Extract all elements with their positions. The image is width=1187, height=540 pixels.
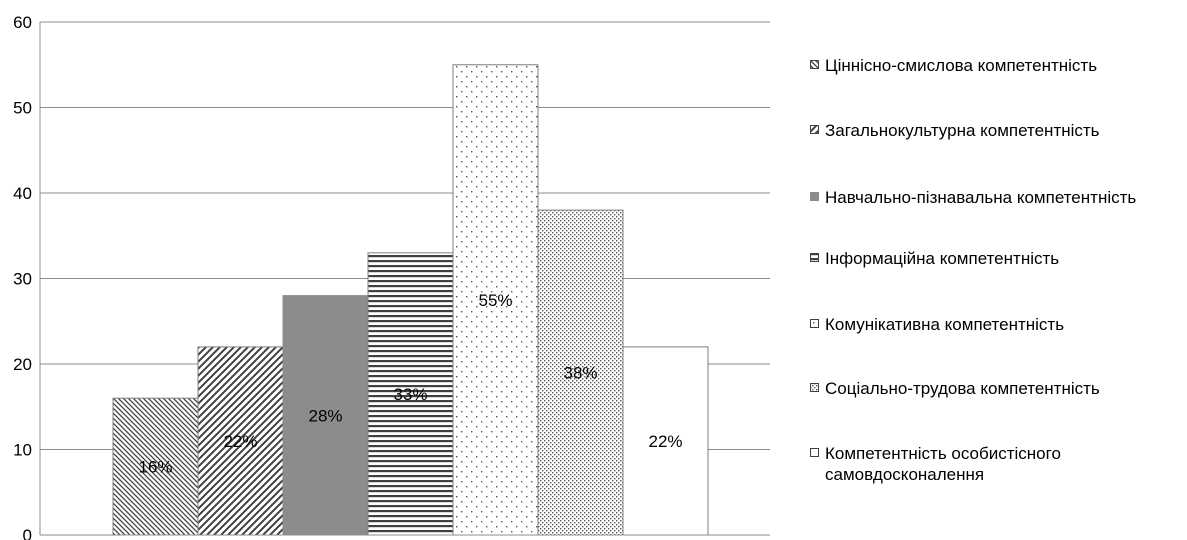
y-tick-label: 10: [13, 441, 32, 460]
swatch-diag-fwd-icon: [810, 125, 819, 134]
legend-label: Ціннісно-смислова компетентність: [825, 56, 1098, 75]
data-label: 16%: [138, 458, 172, 477]
y-tick-label: 40: [13, 184, 32, 203]
legend-label: Навчально-пізнавальна компетентність: [825, 188, 1137, 207]
legend-label: Соціально-трудова компетентність: [825, 379, 1100, 398]
swatch-dense-dots-icon: [810, 383, 819, 392]
y-axis-ticks: 0 10 20 30 40 50 60: [13, 13, 32, 540]
y-tick-label: 60: [13, 13, 32, 32]
bar: [622, 346, 709, 536]
swatch-white-icon: [810, 448, 819, 457]
legend-label: Інформаційна компетентність: [825, 249, 1060, 268]
y-tick-label: 30: [13, 270, 32, 289]
swatch-diag-back-icon: [810, 60, 819, 69]
swatch-solid-gray-icon: [810, 192, 819, 201]
bars: [112, 64, 709, 536]
legend-label: Загальнокультурна компетентність: [825, 121, 1100, 140]
bar: [367, 252, 454, 536]
data-label: 55%: [478, 291, 512, 310]
bar: [452, 64, 539, 536]
data-label: 22%: [648, 432, 682, 451]
data-label: 33%: [393, 385, 427, 404]
swatch-sparse-dots-icon: [810, 319, 819, 328]
y-tick-label: 50: [13, 99, 32, 118]
swatch-horizontal-icon: [810, 253, 819, 262]
legend-label: Компетентність особистісного самовдоскон…: [825, 444, 1061, 484]
chart-plot: 0 10 20 30 40 50 60 16% 22% 28% 33% 55% 38% 22%: [13, 13, 770, 540]
y-tick-label: 0: [23, 526, 32, 540]
legend: Ціннісно-смислова компетентність Загальн…: [808, 0, 1187, 540]
bar: [537, 209, 624, 536]
y-tick-label: 20: [13, 355, 32, 374]
data-label: 28%: [308, 406, 342, 425]
bar: [282, 295, 369, 536]
data-labels: 16% 22% 28% 33% 55% 38% 22%: [138, 291, 682, 477]
data-label: 38%: [563, 364, 597, 383]
legend-label: Комунікативна компетентність: [825, 315, 1065, 334]
data-label: 22%: [223, 432, 257, 451]
